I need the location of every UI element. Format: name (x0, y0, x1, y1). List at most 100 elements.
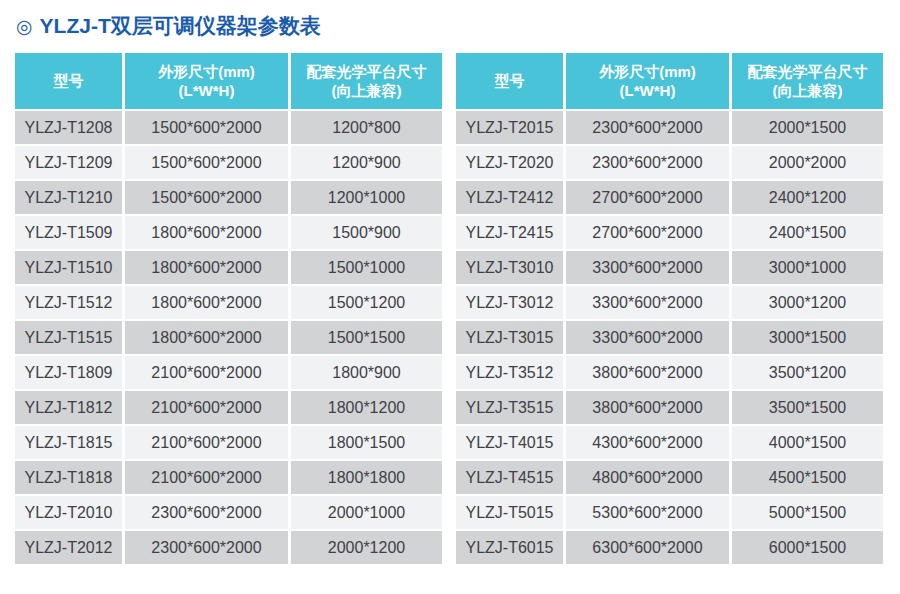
size-cell: 3300*600*2000 (566, 286, 729, 319)
table-row: YLZJ-T12081500*600*20001200*800 (15, 111, 442, 144)
platform-cell: 2000*1500 (732, 111, 883, 144)
size-cell: 1500*600*2000 (125, 111, 288, 144)
platform-cell: 4000*1500 (732, 426, 883, 459)
size-cell: 6300*600*2000 (566, 531, 729, 564)
size-cell: 2700*600*2000 (566, 181, 729, 214)
platform-cell: 6000*1500 (732, 531, 883, 564)
model-cell: YLZJ-T6015 (456, 531, 563, 564)
size-cell: 3300*600*2000 (566, 321, 729, 354)
table-row: YLZJ-T35123800*600*20003500*1200 (456, 356, 883, 389)
table-row: YLZJ-T20102300*600*20002000*1000 (15, 496, 442, 529)
table-row: YLZJ-T20122300*600*20002000*1200 (15, 531, 442, 564)
table-row: YLZJ-T40154300*600*20004000*1500 (456, 426, 883, 459)
column-header-platform-label: 配套光学平台尺寸 (293, 62, 440, 82)
table-row: YLZJ-T30123300*600*20003000*1200 (456, 286, 883, 319)
column-header-platform-sublabel: (向上兼容) (734, 81, 881, 101)
page-title: ◎ YLZJ-T双层可调仪器架参数表 (16, 12, 890, 40)
platform-cell: 1200*800 (291, 111, 442, 144)
table-row: YLZJ-T35153800*600*20003500*1500 (456, 391, 883, 424)
model-cell: YLZJ-T2010 (15, 496, 122, 529)
table-row: YLZJ-T15101800*600*20001500*1000 (15, 251, 442, 284)
platform-cell: 3500*1200 (732, 356, 883, 389)
size-cell: 2100*600*2000 (125, 391, 288, 424)
table-row: YLZJ-T15121800*600*20001500*1200 (15, 286, 442, 319)
size-cell: 2300*600*2000 (125, 496, 288, 529)
model-cell: YLZJ-T1809 (15, 356, 122, 389)
column-header-size-label: 外形尺寸(mm) (568, 62, 727, 82)
column-header-platform: 配套光学平台尺寸 (向上兼容) (732, 53, 883, 109)
column-header-model-label: 型号 (54, 72, 84, 89)
column-header-platform-label: 配套光学平台尺寸 (734, 62, 881, 82)
table-row: YLZJ-T15091800*600*20001500*900 (15, 216, 442, 249)
platform-cell: 2400*1200 (732, 181, 883, 214)
model-cell: YLZJ-T2412 (456, 181, 563, 214)
model-cell: YLZJ-T5015 (456, 496, 563, 529)
spec-table-left: 型号 外形尺寸(mm) (L*W*H) 配套光学平台尺寸 (向上兼容) YLZJ… (12, 51, 445, 566)
table-row: YLZJ-T50155300*600*20005000*1500 (456, 496, 883, 529)
bullseye-icon: ◎ (16, 13, 33, 41)
table-row: YLZJ-T30103300*600*20003000*1000 (456, 251, 883, 284)
right-table-header: 型号 外形尺寸(mm) (L*W*H) 配套光学平台尺寸 (向上兼容) (456, 53, 883, 109)
table-row: YLZJ-T15151800*600*20001500*1500 (15, 321, 442, 354)
model-cell: YLZJ-T1210 (15, 181, 122, 214)
model-cell: YLZJ-T3512 (456, 356, 563, 389)
column-header-platform-sublabel: (向上兼容) (293, 81, 440, 101)
model-cell: YLZJ-T1209 (15, 146, 122, 179)
model-cell: YLZJ-T1510 (15, 251, 122, 284)
model-cell: YLZJ-T1512 (15, 286, 122, 319)
left-table-header: 型号 外形尺寸(mm) (L*W*H) 配套光学平台尺寸 (向上兼容) (15, 53, 442, 109)
platform-cell: 2400*1500 (732, 216, 883, 249)
size-cell: 5300*600*2000 (566, 496, 729, 529)
size-cell: 2300*600*2000 (566, 111, 729, 144)
table-row: YLZJ-T60156300*600*20006000*1500 (456, 531, 883, 564)
model-cell: YLZJ-T1509 (15, 216, 122, 249)
size-cell: 1800*600*2000 (125, 286, 288, 319)
model-cell: YLZJ-T1812 (15, 391, 122, 424)
size-cell: 2300*600*2000 (566, 146, 729, 179)
size-cell: 2100*600*2000 (125, 356, 288, 389)
size-cell: 2100*600*2000 (125, 461, 288, 494)
model-cell: YLZJ-T3010 (456, 251, 563, 284)
table-row: YLZJ-T12091500*600*20001200*900 (15, 146, 442, 179)
size-cell: 1800*600*2000 (125, 321, 288, 354)
model-cell: YLZJ-T1815 (15, 426, 122, 459)
model-cell: YLZJ-T4015 (456, 426, 563, 459)
size-cell: 2100*600*2000 (125, 426, 288, 459)
platform-cell: 1500*1000 (291, 251, 442, 284)
size-cell: 2700*600*2000 (566, 216, 729, 249)
platform-cell: 2000*2000 (732, 146, 883, 179)
table-row: YLZJ-T20202300*600*20002000*2000 (456, 146, 883, 179)
page-title-text: YLZJ-T双层可调仪器架参数表 (40, 12, 321, 40)
model-cell: YLZJ-T1818 (15, 461, 122, 494)
size-cell: 1800*600*2000 (125, 251, 288, 284)
column-header-size: 外形尺寸(mm) (L*W*H) (125, 53, 288, 109)
table-row: YLZJ-T24152700*600*20002400*1500 (456, 216, 883, 249)
platform-cell: 1500*1200 (291, 286, 442, 319)
column-header-model-label: 型号 (495, 72, 525, 89)
platform-cell: 3500*1500 (732, 391, 883, 424)
model-cell: YLZJ-T3012 (456, 286, 563, 319)
column-header-platform: 配套光学平台尺寸 (向上兼容) (291, 53, 442, 109)
model-cell: YLZJ-T2415 (456, 216, 563, 249)
platform-cell: 5000*1500 (732, 496, 883, 529)
column-header-size-sublabel: (L*W*H) (127, 81, 286, 101)
table-row: YLZJ-T12101500*600*20001200*1000 (15, 181, 442, 214)
column-header-size-label: 外形尺寸(mm) (127, 62, 286, 82)
platform-cell: 2000*1200 (291, 531, 442, 564)
size-cell: 3300*600*2000 (566, 251, 729, 284)
platform-cell: 4500*1500 (732, 461, 883, 494)
column-header-size: 外形尺寸(mm) (L*W*H) (566, 53, 729, 109)
left-table-body: YLZJ-T12081500*600*20001200*800YLZJ-T120… (15, 111, 442, 564)
table-row: YLZJ-T18152100*600*20001800*1500 (15, 426, 442, 459)
model-cell: YLZJ-T3015 (456, 321, 563, 354)
platform-cell: 3000*1000 (732, 251, 883, 284)
model-cell: YLZJ-T2015 (456, 111, 563, 144)
size-cell: 3800*600*2000 (566, 391, 729, 424)
column-header-model: 型号 (456, 53, 563, 109)
model-cell: YLZJ-T2012 (15, 531, 122, 564)
size-cell: 4300*600*2000 (566, 426, 729, 459)
platform-cell: 1200*1000 (291, 181, 442, 214)
platform-cell: 1500*900 (291, 216, 442, 249)
spec-table-right: 型号 外形尺寸(mm) (L*W*H) 配套光学平台尺寸 (向上兼容) YLZJ… (453, 51, 886, 566)
table-row: YLZJ-T18122100*600*20001800*1200 (15, 391, 442, 424)
